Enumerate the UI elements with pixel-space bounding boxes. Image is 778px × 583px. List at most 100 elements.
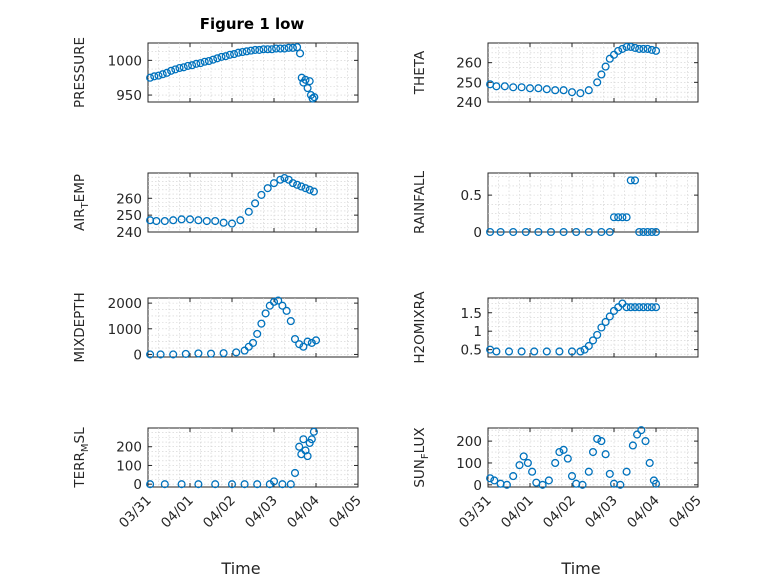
data-point — [219, 349, 228, 358]
data-point — [517, 83, 526, 92]
data-point — [578, 480, 587, 489]
y-tick-label: 240 — [116, 225, 142, 241]
data-point — [177, 480, 186, 489]
data-point — [217, 52, 226, 61]
data-point — [181, 349, 190, 358]
data-point — [259, 45, 268, 54]
y-axis-label: SUNFLUX — [412, 427, 431, 487]
data-point — [311, 336, 321, 345]
data-point — [597, 227, 606, 237]
data-point — [234, 48, 243, 57]
subplot-2: 240 250 260 THETA — [412, 42, 699, 111]
y-tick-label: 240 — [456, 95, 482, 111]
data-point — [546, 227, 556, 237]
data-point — [295, 340, 304, 349]
data-point — [284, 43, 293, 52]
x-tick-label: 04/05 — [326, 493, 365, 532]
data-point — [593, 330, 602, 339]
data-point — [248, 338, 258, 347]
data-point — [515, 461, 524, 470]
data-point — [282, 306, 291, 315]
data-point — [609, 213, 619, 222]
data-point — [185, 215, 195, 224]
data-point — [509, 227, 518, 237]
subplot-6: 0.5 1 1.5 H2OMIXRA — [412, 291, 699, 364]
data-point — [192, 59, 201, 68]
x-tick-label: 04/02 — [540, 493, 579, 532]
data-point — [605, 469, 614, 478]
data-point — [162, 68, 171, 77]
data-point — [183, 61, 192, 70]
data-point — [563, 454, 572, 463]
data-point — [251, 199, 260, 208]
data-point — [290, 334, 300, 344]
data-point — [169, 350, 178, 359]
x-axis-label: Time — [220, 559, 260, 578]
data-point — [209, 55, 218, 64]
data-point — [188, 61, 197, 70]
y-axis-label: AIRTEMP — [72, 174, 91, 231]
data-point — [263, 45, 272, 54]
x-tick-label: 04/03 — [582, 493, 621, 532]
subplot-7: 0 100 200 TERRMSL 03/31 04/01 04/02 04/03 04/04 0… — [72, 427, 365, 578]
data-point — [618, 44, 627, 53]
data-point — [219, 218, 228, 227]
y-tick-label: 0 — [473, 478, 482, 494]
data-point — [576, 89, 585, 98]
data-point — [246, 46, 255, 55]
data-point — [651, 479, 661, 488]
data-point — [633, 430, 642, 439]
data-point — [597, 70, 606, 79]
x-tick-label: 03/31 — [456, 493, 495, 532]
x-axis-label: Time — [560, 559, 600, 578]
data-point — [643, 303, 652, 312]
data-point — [278, 480, 287, 489]
data-point — [622, 42, 631, 51]
y-axis-label: PRESSURE — [72, 37, 88, 108]
data-point — [614, 46, 623, 55]
data-point — [171, 65, 180, 74]
data-point — [555, 447, 564, 457]
data-point — [605, 312, 614, 321]
data-point — [177, 215, 186, 224]
data-point — [299, 342, 308, 351]
data-point — [272, 44, 281, 53]
data-point — [280, 44, 289, 53]
data-point — [542, 85, 551, 94]
y-axis-label: TERRMSL — [72, 427, 91, 489]
y-tick-label: 100 — [116, 458, 142, 474]
data-point — [305, 77, 314, 86]
data-point — [635, 227, 644, 237]
data-point — [530, 347, 539, 356]
data-point — [179, 63, 188, 72]
data-point — [525, 84, 535, 93]
data-point — [645, 458, 654, 468]
data-point — [597, 323, 606, 332]
data-point — [630, 43, 640, 52]
data-point — [641, 437, 650, 446]
data-point — [276, 44, 285, 53]
data-point — [651, 227, 661, 237]
data-point — [559, 445, 568, 454]
x-tick-label: 04/04 — [624, 493, 663, 532]
data-point — [651, 46, 661, 55]
data-point — [236, 216, 245, 225]
x-tick-label: 04/05 — [666, 493, 705, 532]
data-point — [288, 179, 297, 188]
data-point — [267, 45, 276, 54]
y-tick-label: 950 — [116, 88, 142, 104]
data-point — [519, 452, 528, 461]
data-point — [261, 309, 270, 318]
y-tick-label: 0 — [133, 477, 142, 493]
data-point — [221, 52, 230, 61]
data-point — [626, 42, 635, 51]
data-point — [227, 480, 237, 489]
data-point — [601, 450, 610, 459]
y-tick-label: 0.5 — [461, 188, 482, 204]
data-point — [584, 467, 593, 476]
data-point — [584, 341, 593, 350]
data-point — [593, 434, 602, 443]
data-point — [486, 474, 495, 483]
